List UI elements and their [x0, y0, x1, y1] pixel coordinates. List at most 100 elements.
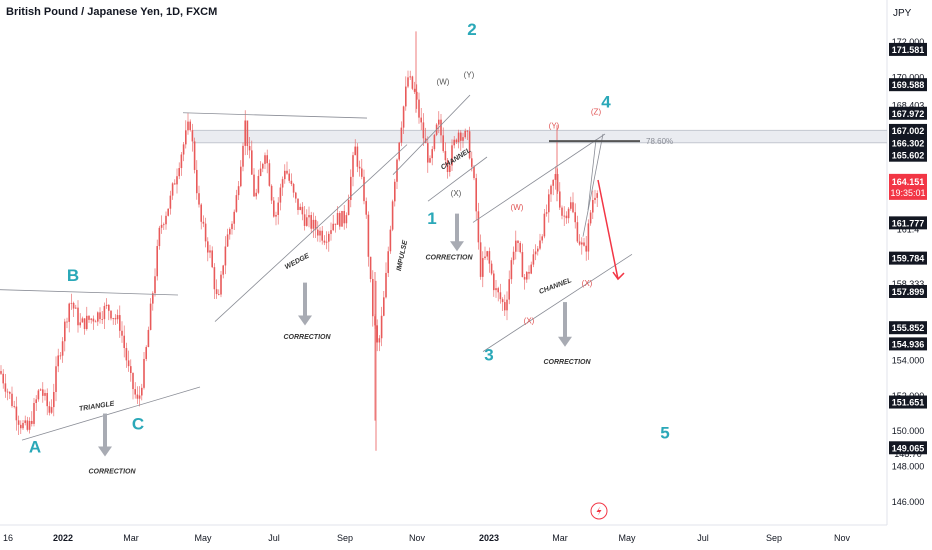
- candle-body: [220, 274, 222, 295]
- price-tag[interactable]: 151.651: [889, 395, 927, 409]
- candle-body: [39, 389, 42, 391]
- current-price-value: 164.151: [892, 177, 925, 187]
- price-axis[interactable]: 172.000170.000168.000154.000152.000150.0…: [889, 37, 927, 507]
- pattern-annotation: CORRECTION: [283, 334, 331, 341]
- price-tag[interactable]: 165.602: [889, 148, 927, 162]
- candle: [182, 141, 185, 162]
- price-tag[interactable]: 166.302: [889, 136, 927, 150]
- candle: [334, 223, 337, 233]
- candle-body: [229, 229, 231, 235]
- candle-body: [246, 120, 249, 147]
- price-tag[interactable]: 169.588: [889, 78, 927, 92]
- candle: [570, 196, 572, 211]
- price-tag-value: 161.777: [892, 218, 925, 228]
- price-tag[interactable]: 159.784: [889, 251, 927, 265]
- candle-body: [114, 318, 117, 320]
- trendline-6[interactable]: [472, 133, 606, 223]
- candle: [464, 128, 466, 139]
- candle: [453, 135, 455, 149]
- candle-body: [457, 132, 460, 143]
- candle: [409, 70, 411, 80]
- projection-arrow-shaft[interactable]: [597, 179, 619, 280]
- candle: [270, 184, 273, 205]
- candle: [587, 219, 590, 260]
- price-tick-label: 150.000: [892, 426, 925, 436]
- candle: [180, 152, 183, 176]
- price-tag[interactable]: 161.777: [889, 216, 927, 230]
- candle: [257, 169, 260, 195]
- candle: [2, 369, 4, 389]
- candle: [328, 231, 330, 252]
- price-tag[interactable]: 157.899: [889, 284, 927, 298]
- candle: [477, 202, 480, 250]
- candle-body: [281, 179, 284, 188]
- price-tag[interactable]: 155.852: [889, 321, 927, 335]
- time-axis[interactable]: 16 2022 Mar May Jul Sep Nov 2023 Mar May Jul Sep Nov: [3, 533, 851, 543]
- candle: [163, 222, 165, 230]
- candle-body: [213, 267, 216, 290]
- candle: [297, 198, 299, 215]
- candle: [350, 169, 352, 208]
- projection-line-0[interactable]: [582, 133, 604, 237]
- candle-body: [235, 195, 238, 212]
- time-tick-label: Jul: [268, 533, 280, 543]
- trendline-5[interactable]: [427, 156, 488, 202]
- candle: [473, 165, 475, 181]
- candle-body: [163, 224, 165, 226]
- time-tick-label: Nov: [834, 533, 851, 543]
- candle-body: [383, 297, 385, 316]
- trendline-2[interactable]: [182, 112, 368, 119]
- candle: [451, 139, 453, 172]
- candle-body: [548, 194, 550, 213]
- candle: [281, 176, 284, 196]
- price-tag[interactable]: 167.002: [889, 123, 927, 137]
- candle: [433, 133, 436, 152]
- candle-body: [167, 208, 169, 216]
- candle-body: [413, 88, 416, 92]
- candle: [336, 206, 339, 225]
- trendline-1[interactable]: [21, 386, 201, 441]
- candle: [385, 262, 387, 299]
- price-tick-label: 170.000: [892, 72, 925, 82]
- wave-label-A: A: [29, 437, 41, 456]
- candle: [77, 300, 79, 333]
- price-tag[interactable]: 149.065: [889, 441, 927, 455]
- trendline-4[interactable]: [392, 94, 471, 175]
- price-tick-label: 146.000: [892, 497, 925, 507]
- candle-body: [174, 183, 176, 185]
- candle: [545, 204, 548, 217]
- candle-body: [209, 250, 211, 253]
- projection-line-1[interactable]: [587, 139, 597, 211]
- candle-body: [68, 303, 70, 322]
- candle: [301, 202, 304, 221]
- candle-body: [20, 424, 22, 429]
- trendline-3[interactable]: [214, 144, 408, 322]
- candle: [55, 356, 57, 402]
- candle: [354, 139, 356, 156]
- price-tag[interactable]: 171.581: [889, 42, 927, 56]
- candle: [246, 120, 249, 155]
- trendline-7[interactable]: [482, 253, 633, 352]
- tradingview-logo[interactable]: [590, 502, 608, 520]
- candle: [202, 215, 205, 228]
- price-tag[interactable]: 154.936: [889, 337, 927, 351]
- candle-body: [145, 347, 147, 359]
- candle-body: [578, 241, 581, 245]
- candle: [402, 105, 405, 135]
- price-tag[interactable]: 167.972: [889, 106, 927, 120]
- candle: [308, 206, 310, 228]
- price-tag-bg: [889, 284, 927, 298]
- candle-body: [28, 420, 31, 430]
- candle-body: [367, 214, 370, 257]
- candle-body: [46, 393, 48, 407]
- candle-body: [407, 77, 409, 87]
- candle: [358, 160, 361, 177]
- price-tag-bg: [889, 441, 927, 455]
- candle: [136, 386, 139, 405]
- candle-body: [35, 399, 37, 403]
- candle-body: [409, 76, 411, 78]
- trendline-0[interactable]: [0, 289, 179, 296]
- candle: [539, 233, 541, 251]
